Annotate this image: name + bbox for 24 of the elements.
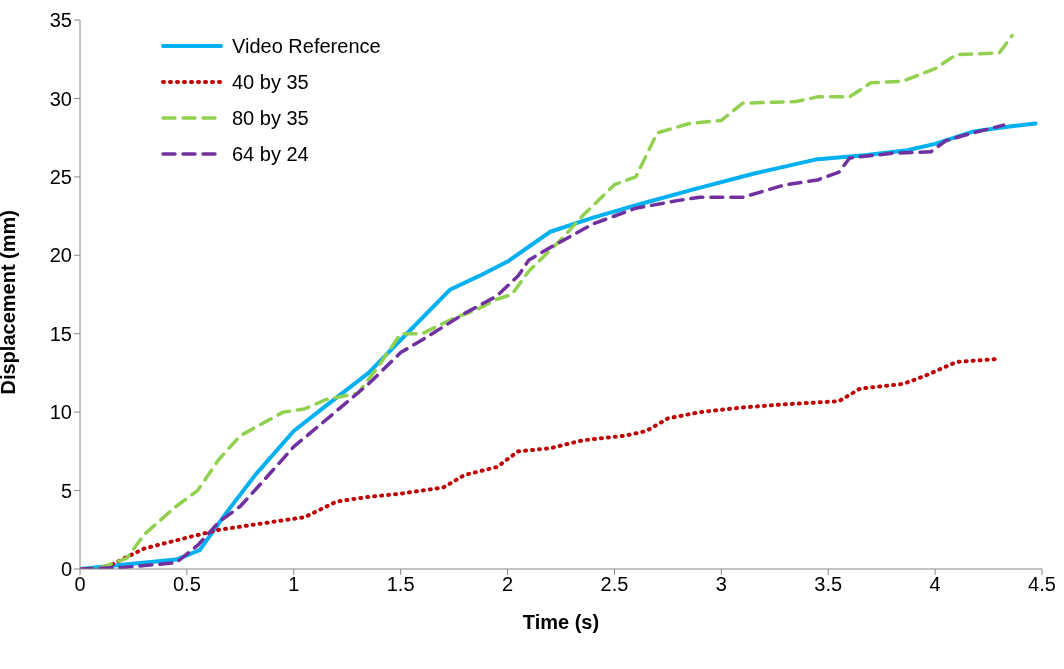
x-tick-label: 0.5 (172, 573, 201, 596)
y-tick-label: 20 (49, 244, 72, 267)
x-tick-label: 0 (74, 573, 86, 596)
legend-label: Video Reference (232, 34, 381, 58)
y-tick-label: 15 (49, 322, 72, 345)
x-tick-label: 3 (715, 573, 727, 596)
x-tick-label: 4 (929, 573, 941, 596)
x-tick-label: 1 (288, 573, 300, 596)
x-axis-title: Time (s) (522, 611, 600, 633)
y-tick-label: 10 (49, 401, 72, 424)
x-tick-label: 2 (501, 573, 514, 596)
x-tick-label: 4.5 (1028, 573, 1056, 596)
y-tick-label: 0 (60, 558, 72, 581)
y-tick-label: 30 (49, 87, 72, 110)
y-tick-label: 5 (60, 479, 72, 502)
legend-label: 40 by 35 (232, 70, 309, 94)
x-tick-label: 3.5 (814, 573, 843, 596)
x-tick-label: 1.5 (386, 573, 415, 596)
y-axis-title: Displacement (mm) (0, 210, 20, 395)
y-tick-label: 35 (49, 9, 72, 32)
x-tick-label: 2.5 (600, 573, 629, 596)
legend-label: 64 by 24 (232, 142, 309, 166)
legend-label: 80 by 35 (232, 106, 309, 130)
y-tick-label: 25 (49, 165, 72, 188)
